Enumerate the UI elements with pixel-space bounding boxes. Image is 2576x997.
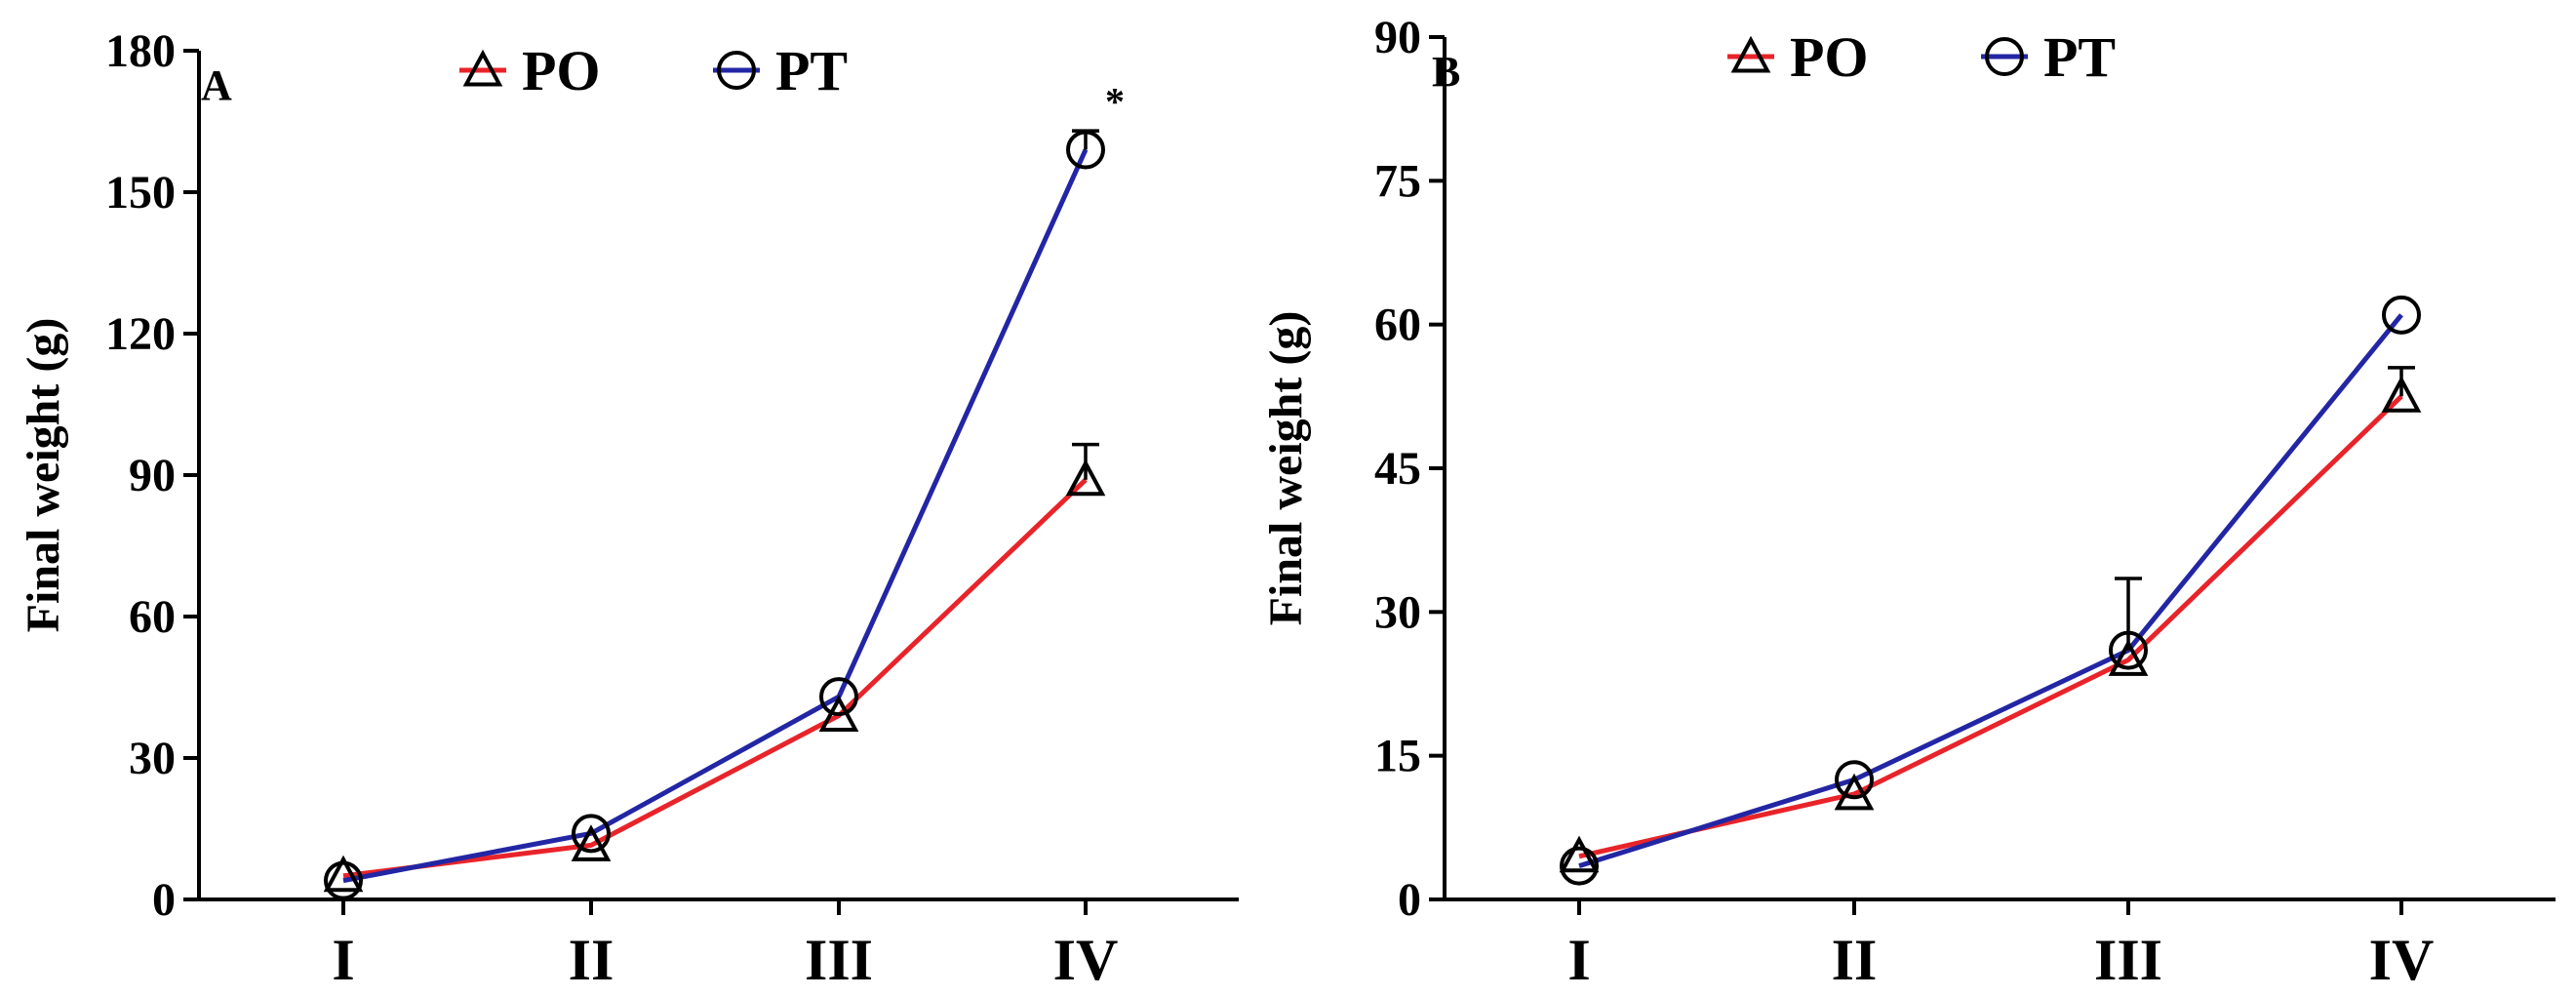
data-point-pt (2109, 630, 2148, 670)
y-tick-label: 0 (1398, 874, 1421, 926)
y-tick-label: 60 (1374, 299, 1421, 351)
y-tick-label: 0 (152, 874, 176, 926)
significance-asterisk: * (1105, 80, 1125, 124)
series-line-pt (342, 148, 1089, 884)
y-tick-label: 90 (1374, 12, 1421, 63)
y-tick-label: 90 (129, 450, 176, 501)
legend-circle-marker (717, 51, 756, 90)
y-tick-label: 30 (1374, 586, 1421, 638)
legend-label: PT (2043, 25, 2116, 89)
series-line-pt (1578, 313, 2403, 869)
y-tick-label: 15 (1374, 731, 1421, 782)
data-point-pt (1560, 846, 1599, 886)
x-tick-label: IV (2369, 928, 2435, 992)
data-point-pt (819, 677, 858, 717)
panel-letter: A (201, 61, 232, 109)
legend-entry-pt: PT (713, 39, 848, 102)
x-tick-label: III (805, 928, 873, 992)
legend-label: PO (522, 39, 601, 102)
legend-entry-pt: PT (1981, 25, 2116, 89)
y-tick-label: 30 (129, 733, 176, 784)
legend-label: PT (775, 39, 848, 102)
data-point-po (2381, 376, 2422, 413)
y-tick-label: 45 (1374, 443, 1421, 495)
data-point-po (1065, 459, 1106, 497)
panel-letter: B (1432, 48, 1460, 96)
legend-label: PO (1790, 25, 1869, 89)
x-tick-label: IV (1053, 928, 1119, 992)
y-tick-label: 75 (1374, 155, 1421, 207)
legend-entry-po: PO (1727, 25, 1869, 89)
y-axis-label: Final weight (g) (18, 318, 69, 633)
data-point-pt (1066, 130, 1105, 170)
data-point-po (1834, 773, 1875, 811)
data-point-po (2108, 639, 2149, 676)
data-point-pt (2382, 295, 2421, 335)
x-tick-label: II (1832, 928, 1878, 992)
x-tick-label: I (1567, 928, 1590, 992)
x-tick-label: I (332, 928, 354, 992)
y-tick-label: 120 (105, 308, 176, 360)
data-point-po (323, 855, 364, 893)
legend-circle-marker (1985, 37, 2024, 76)
y-tick-label: 150 (105, 167, 176, 219)
x-tick-label: II (569, 928, 614, 992)
data-point-po (1559, 835, 1600, 873)
legend-entry-po: PO (459, 39, 601, 102)
data-point-pt (1835, 760, 1874, 800)
y-axis-label: Final weight (g) (1260, 311, 1312, 626)
data-point-pt (572, 814, 611, 854)
legend-triangle-marker (1730, 35, 1771, 73)
data-point-pt (324, 860, 363, 900)
legend-triangle-marker (462, 49, 503, 87)
series-line-po (342, 478, 1088, 879)
data-point-po (571, 824, 612, 861)
x-tick-label: III (2094, 928, 2162, 992)
y-tick-label: 180 (105, 25, 176, 77)
y-tick-label: 60 (129, 591, 176, 643)
